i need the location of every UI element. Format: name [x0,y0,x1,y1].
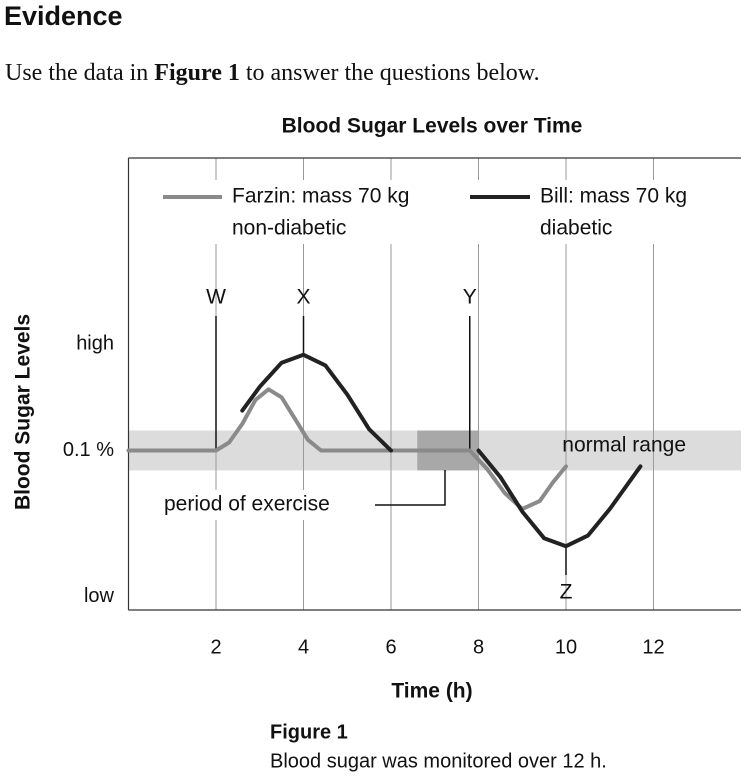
x-tick-label: 4 [298,636,309,658]
normal-range-label: normal range [562,434,686,457]
legend-bg [157,180,426,244]
series-line [240,352,643,549]
instruction-text: Use the data in [5,60,154,86]
legend-note: non-diabetic [232,217,346,240]
caption-text: Blood sugar was monitored over 12 h. [270,750,607,772]
y-tick-label: 0.1 % [63,439,114,461]
header-title: Evidence [4,1,123,31]
marker-label: Z [560,581,573,604]
marker-label: Y [463,286,477,309]
y-tick-label: high [76,332,114,354]
x-axis-label: Time (h) [391,680,472,703]
exercise-connector [375,470,446,506]
legend-note: diabetic [540,217,612,240]
y-tick-label: low [84,585,115,607]
instruction-text: to answer the questions below. [240,60,540,86]
instruction: Use the data in Figure 1 to answer the q… [5,60,540,86]
marker-label: W [206,286,226,309]
exercise-label: period of exercise [164,493,330,516]
legend-label: Bill: mass 70 kg [540,185,687,208]
legend-label: Farzin: mass 70 kg [232,185,409,208]
instruction-bold: Figure 1 [154,60,240,86]
x-tick-label: 10 [555,636,577,658]
x-tick-label: 12 [642,636,664,658]
series-line [126,387,568,511]
caption-title: Figure 1 [270,721,348,743]
x-tick-label: 6 [385,636,396,658]
y-axis-label: Blood Sugar Levels [12,314,35,510]
legend-bg [464,180,734,244]
label-bg [160,490,370,520]
marker-label: X [296,286,310,309]
plot: 2 4 6 8 10 12 low 0.1 % high W X Y Z Farzin: mass 70 … [63,157,741,658]
x-tick-label: 2 [210,636,221,658]
x-tick-label: 8 [473,636,484,658]
chart-title: Blood Sugar Levels over Time [282,115,583,138]
